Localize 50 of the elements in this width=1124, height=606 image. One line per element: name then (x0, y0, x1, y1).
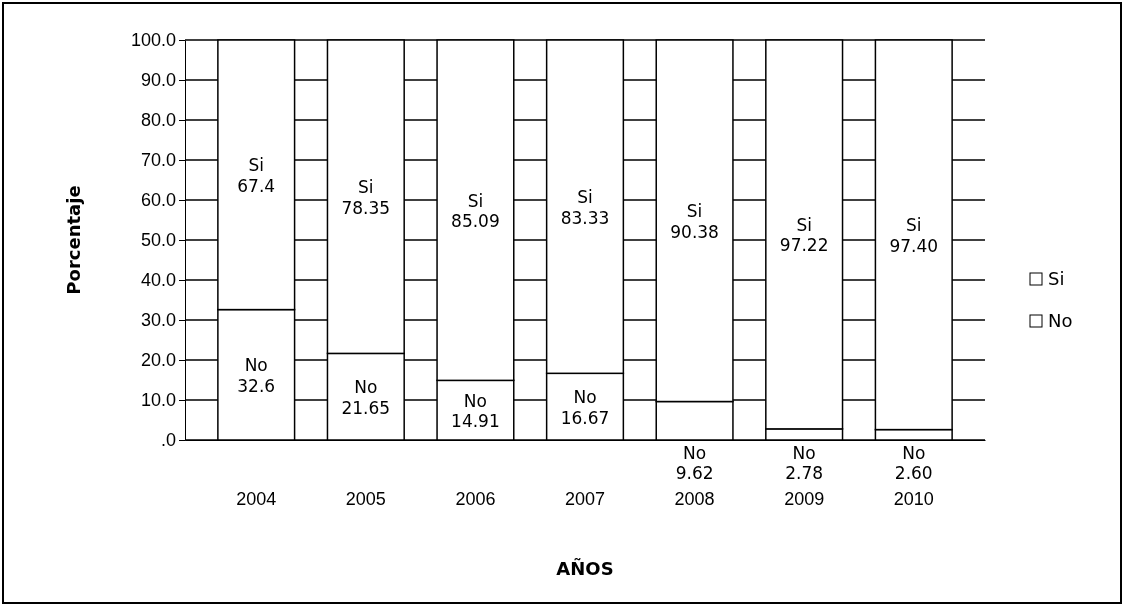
y-tick-label: 90.0 (140, 70, 176, 91)
x-tick-label: 2004 (236, 488, 277, 509)
data-label: 97.22 (779, 235, 829, 256)
text: No (463, 390, 487, 411)
y-tick-label: 40.0 (140, 270, 176, 291)
y-tick-label: .0 (160, 430, 176, 451)
text: No (244, 355, 268, 376)
text: Si (248, 155, 264, 176)
text: No (683, 442, 707, 463)
text: Si (796, 215, 812, 236)
text: Si (467, 190, 484, 211)
data-label: 14.91 (451, 411, 500, 432)
text: No (902, 442, 926, 463)
text: No (792, 442, 816, 463)
x-tick-label: 2010 (893, 488, 934, 509)
y-tick-label: 80.0 (140, 110, 176, 131)
x-tick-label: 2008 (674, 488, 715, 509)
text: No (573, 387, 597, 408)
data-label: 85.09 (451, 211, 500, 232)
legend-label: Si (1048, 268, 1065, 289)
y-tick-label: 10.0 (140, 390, 176, 411)
x-tick-label: 2005 (345, 488, 386, 509)
y-tick-label: 100.0 (130, 30, 176, 51)
x-tick-label: 2006 (455, 488, 496, 509)
data-label: 97.40 (889, 235, 939, 256)
data-label: 2.78 (785, 463, 824, 483)
text: Si (358, 177, 374, 198)
text: Si (906, 215, 922, 236)
y-tick-label: 50.0 (140, 230, 176, 251)
x-tick-label: 2007 (564, 488, 606, 509)
data-label: 21.65 (341, 397, 391, 418)
x-axis-title: AÑOS (556, 557, 614, 579)
y-tick-label: 60.0 (140, 190, 176, 211)
legend-label: No (1048, 310, 1073, 331)
y-tick-label: 20.0 (140, 350, 176, 371)
data-label: 2.60 (894, 463, 933, 483)
data-label: 9.62 (675, 463, 714, 483)
data-label: 16.67 (560, 407, 610, 428)
data-label: 90.38 (670, 221, 719, 242)
y-axis-title: Porcentaje (63, 185, 84, 295)
text: Si (577, 187, 593, 208)
data-label: 67.4 (237, 175, 276, 196)
y-tick-label: 30.0 (140, 310, 176, 331)
data-label: 32.6 (237, 375, 276, 396)
x-tick-label: 2009 (784, 488, 825, 509)
y-tick-label: 70.0 (140, 150, 176, 171)
text: No (354, 377, 378, 398)
data-label: 78.35 (341, 197, 391, 218)
data-label: 83.33 (560, 207, 610, 228)
text: Si (686, 201, 703, 222)
